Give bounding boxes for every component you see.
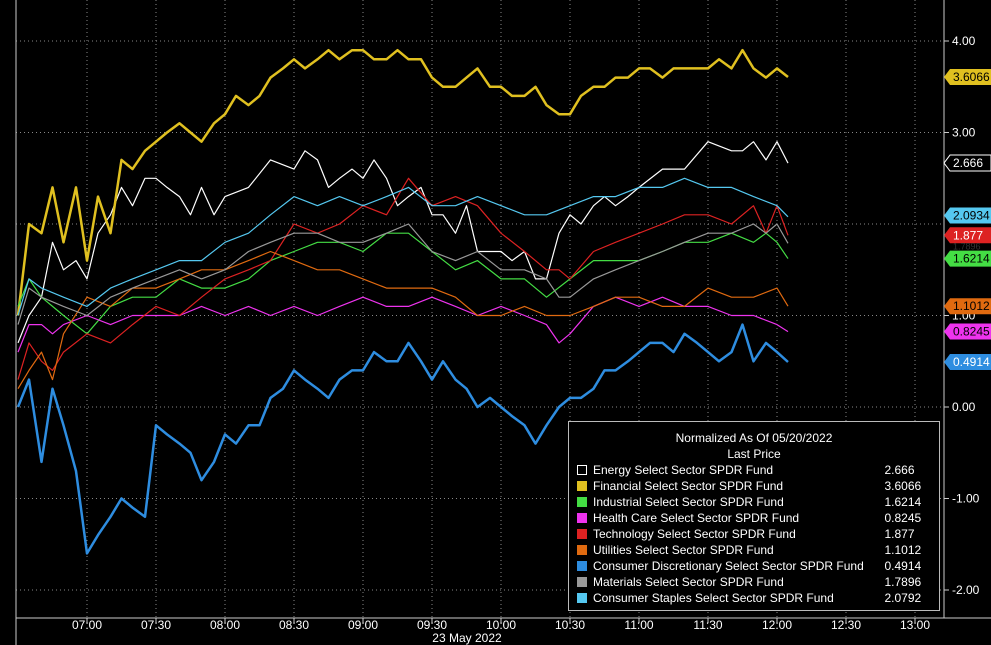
legend-value: 1.6214: [884, 495, 922, 509]
x-tick-label: 11:30: [693, 618, 722, 632]
last-price-label: 1.6214: [944, 250, 991, 267]
y-tick-label: 0.00: [952, 400, 976, 414]
series-line-2: [17, 232, 789, 335]
last-price-marker: [944, 68, 991, 85]
legend-swatch: [577, 545, 587, 555]
last-price-label: 2.0934: [944, 207, 991, 224]
last-price-text: 1.1012: [953, 299, 990, 313]
x-tick-label: 07:30: [141, 618, 171, 632]
legend-row: Utilities Select Sector SPDR Fund 1.1012: [577, 542, 939, 558]
series-line-6: [16, 323, 789, 555]
legend-row: Financial Select Sector SPDR Fund 3.6066: [577, 478, 939, 494]
legend-value: 1.7896: [884, 575, 922, 589]
legend-value: 1.877: [884, 527, 915, 541]
x-tick-label: 08:00: [210, 618, 240, 632]
last-price-marker: [944, 227, 991, 244]
last-price-label: 1.877: [944, 227, 991, 244]
series-line-3: [17, 296, 789, 353]
x-tick-label: 11:00: [624, 618, 653, 632]
series-line-5: [17, 250, 789, 390]
legend-rows: Energy Select Sector SPDR Fund 2.666 Finan…: [569, 462, 939, 606]
last-price-marker: [944, 298, 991, 315]
last-price-text: 2.0934: [953, 208, 990, 222]
series-line-7: [17, 223, 789, 325]
series-lines: [16, 48, 789, 555]
legend-row: Energy Select Sector SPDR Fund 2.666: [577, 462, 939, 478]
x-tick-label: 10:00: [486, 618, 516, 632]
legend-name: Utilities Select Sector SPDR Fund: [593, 543, 774, 557]
legend-row: Consumer Discretionary Select Sector SPD…: [577, 558, 939, 574]
legend-name: Consumer Staples Select Sector SPDR Fund: [593, 591, 834, 605]
last-price-text: 2.666: [953, 156, 983, 170]
last-price-label: 0.4914: [944, 354, 991, 371]
series-line-0: [17, 141, 789, 344]
x-tick-label: 10:30: [555, 618, 585, 632]
legend-name: Energy Select Sector SPDR Fund: [593, 463, 774, 477]
last-price-text: 0.8245: [953, 325, 990, 339]
legend-row: Materials Select Sector SPDR Fund 1.7896: [577, 574, 939, 590]
series-line-1: [16, 48, 789, 316]
last-price-marker: [944, 250, 991, 267]
x-tick-label: 09:00: [348, 618, 378, 632]
series-line-4: [17, 177, 789, 380]
legend-swatch: [577, 481, 587, 491]
last-price-marker: [943, 154, 991, 172]
legend-subtitle: Last Price: [727, 447, 781, 461]
legend-value: 2.0792: [884, 591, 922, 605]
legend-name: Materials Select Sector SPDR Fund: [593, 575, 784, 589]
legend-row: Consumer Staples Select Sector SPDR Fund…: [577, 590, 939, 606]
legend-swatch: [577, 497, 587, 507]
x-tick-label: 13:00: [900, 618, 930, 632]
legend-value: 3.6066: [884, 479, 922, 493]
last-price-label: 1.1012: [944, 298, 991, 315]
legend-name: Consumer Discretionary Select Sector SPD…: [593, 559, 864, 573]
legend-name: Technology Select Sector SPDR Fund: [593, 527, 796, 541]
legend-row: Technology Select Sector SPDR Fund 1.877: [577, 526, 939, 542]
last-price-marker: [944, 354, 991, 371]
y-tick-label: -1.00: [952, 492, 980, 506]
last-price-text: 1.877: [953, 228, 983, 242]
y-tick-label: 3.00: [952, 126, 976, 140]
legend-value: 2.666: [884, 463, 915, 477]
legend-swatch: [577, 577, 587, 587]
last-price-label: 2.666: [943, 154, 991, 172]
legend-swatch: [577, 465, 587, 475]
legend-swatch: [577, 513, 587, 523]
legend-title: Normalized As Of 05/20/2022: [675, 431, 833, 445]
legend-row: Industrial Select Sector SPDR Fund 1.6214: [577, 494, 939, 510]
last-price-marker: [944, 207, 991, 224]
legend-value: 0.8245: [884, 511, 922, 525]
series-line-8: [17, 177, 789, 316]
legend-swatch: [577, 561, 587, 571]
last-price-text-partial: 1.7896: [953, 241, 981, 251]
last-price-text: 0.4914: [953, 355, 990, 369]
legend-value: 0.4914: [884, 559, 922, 573]
legend-row: Health Care Select Sector SPDR Fund 0.824…: [577, 510, 939, 526]
last-price-label: 0.8245: [944, 323, 991, 340]
legend-name: Financial Select Sector SPDR Fund: [593, 479, 784, 493]
legend-name: Industrial Select Sector SPDR Fund: [593, 495, 784, 509]
legend-swatch: [577, 593, 587, 603]
legend-value: 1.1012: [884, 543, 922, 557]
last-price-labels: 3.6066 2.666 2.0934 1.877 1.6214 1.1012 0.8245…: [943, 68, 991, 371]
last-price-marker: [944, 323, 991, 340]
last-price-text: 1.6214: [953, 252, 990, 266]
x-tick-label: 07:00: [72, 618, 102, 632]
x-axis: 07:00 07:30 08:00 08:30 09:00 09:30 10:00 10:30…: [16, 617, 991, 645]
last-price-label: 3.6066: [944, 68, 991, 85]
legend-swatch: [577, 529, 587, 539]
x-axis-label: 23 May 2022: [432, 631, 502, 645]
legend: Normalized As Of 05/20/2022 Last Price E…: [568, 421, 940, 611]
y-tick-label: 4.00: [952, 34, 976, 48]
x-tick-label: 12:00: [762, 618, 792, 632]
x-tick-label: 12:30: [831, 618, 861, 632]
last-price-text: 3.6066: [953, 70, 990, 84]
legend-name: Health Care Select Sector SPDR Fund: [593, 511, 800, 525]
x-tick-label: 08:30: [279, 618, 309, 632]
x-tick-label: 09:30: [417, 618, 447, 632]
y-tick-label: -2.00: [952, 583, 980, 597]
